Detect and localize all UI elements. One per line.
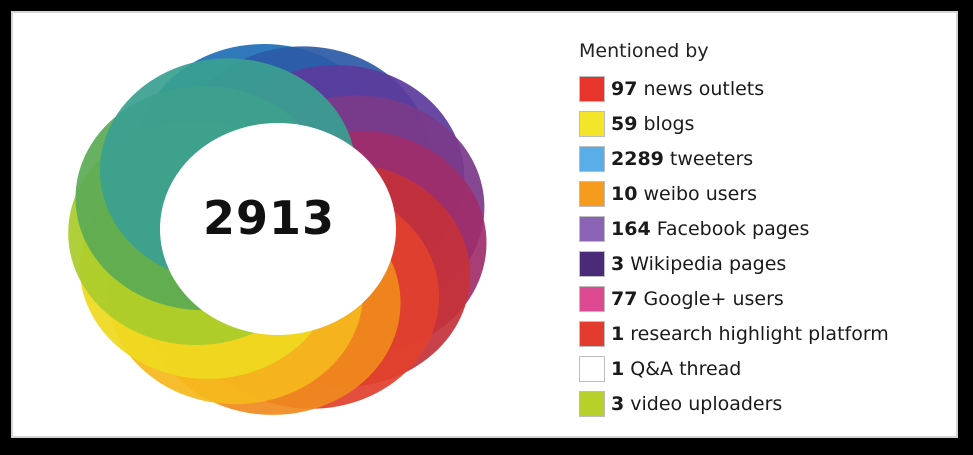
legend-label: 77 Google+ users <box>611 288 784 310</box>
donut-center <box>160 123 396 335</box>
legend-title: Mentioned by <box>579 40 709 62</box>
legend-swatch <box>579 320 605 347</box>
legend-item: 59 blogs <box>579 106 889 141</box>
legend-text: Facebook pages <box>650 217 810 240</box>
legend-text: Google+ users <box>637 287 784 310</box>
legend-item: 1 Q&A thread <box>579 351 889 386</box>
legend-swatch <box>579 250 605 277</box>
legend-text: weibo users <box>637 182 758 205</box>
legend-label: 3 Wikipedia pages <box>611 253 786 275</box>
legend-text: blogs <box>637 112 695 135</box>
legend-text: Q&A thread <box>624 357 742 380</box>
legend-count: 2289 <box>611 147 664 170</box>
legend-count: 77 <box>611 287 638 310</box>
legend-swatch <box>579 285 605 312</box>
legend-item: 3 Wikipedia pages <box>579 246 889 281</box>
legend-count: 1 <box>611 322 625 345</box>
legend-item: 3 video uploaders <box>579 386 889 421</box>
legend-swatch <box>579 145 605 172</box>
legend-label: 164 Facebook pages <box>611 218 809 240</box>
legend-text: Wikipedia pages <box>624 252 787 275</box>
legend-text: news outlets <box>637 77 765 100</box>
legend-item: 1 research highlight platform <box>579 316 889 351</box>
legend-count: 1 <box>611 357 625 380</box>
legend-label: 59 blogs <box>611 113 694 135</box>
legend-swatch <box>579 390 605 417</box>
legend-swatch <box>579 355 605 382</box>
legend-label: 1 research highlight platform <box>611 323 889 345</box>
legend-label: 2289 tweeters <box>611 148 753 170</box>
attention-score: 2913 <box>202 191 336 245</box>
legend-swatch <box>579 110 605 137</box>
legend-count: 3 <box>611 252 625 275</box>
legend-item: 2289 tweeters <box>579 141 889 176</box>
legend-swatch <box>579 215 605 242</box>
legend-count: 3 <box>611 392 625 415</box>
legend-item: 10 weibo users <box>579 176 889 211</box>
legend-count: 59 <box>611 112 638 135</box>
legend-item: 77 Google+ users <box>579 281 889 316</box>
legend-count: 10 <box>611 182 638 205</box>
legend-label: 3 video uploaders <box>611 393 782 415</box>
legend-list: 97 news outlets 59 blogs 2289 tweeters 10 w… <box>579 71 889 421</box>
mentions-legend: Mentioned by 97 news outlets 59 blogs 2289… <box>579 37 889 421</box>
legend-label: 10 weibo users <box>611 183 757 205</box>
legend-count: 164 <box>611 217 651 240</box>
legend-item: 164 Facebook pages <box>579 211 889 246</box>
legend-item: 97 news outlets <box>579 71 889 106</box>
legend-text: video uploaders <box>624 392 783 415</box>
altmetric-badge-panel: 2913 Mentioned by 97 news outlets 59 blog… <box>11 11 958 438</box>
legend-swatch <box>579 75 605 102</box>
legend-text: research highlight platform <box>624 322 889 345</box>
legend-swatch <box>579 180 605 207</box>
legend-label: 97 news outlets <box>611 78 764 100</box>
legend-text: tweeters <box>663 147 754 170</box>
legend-label: 1 Q&A thread <box>611 358 741 380</box>
legend-count: 97 <box>611 77 638 100</box>
altmetric-donut <box>68 44 487 415</box>
